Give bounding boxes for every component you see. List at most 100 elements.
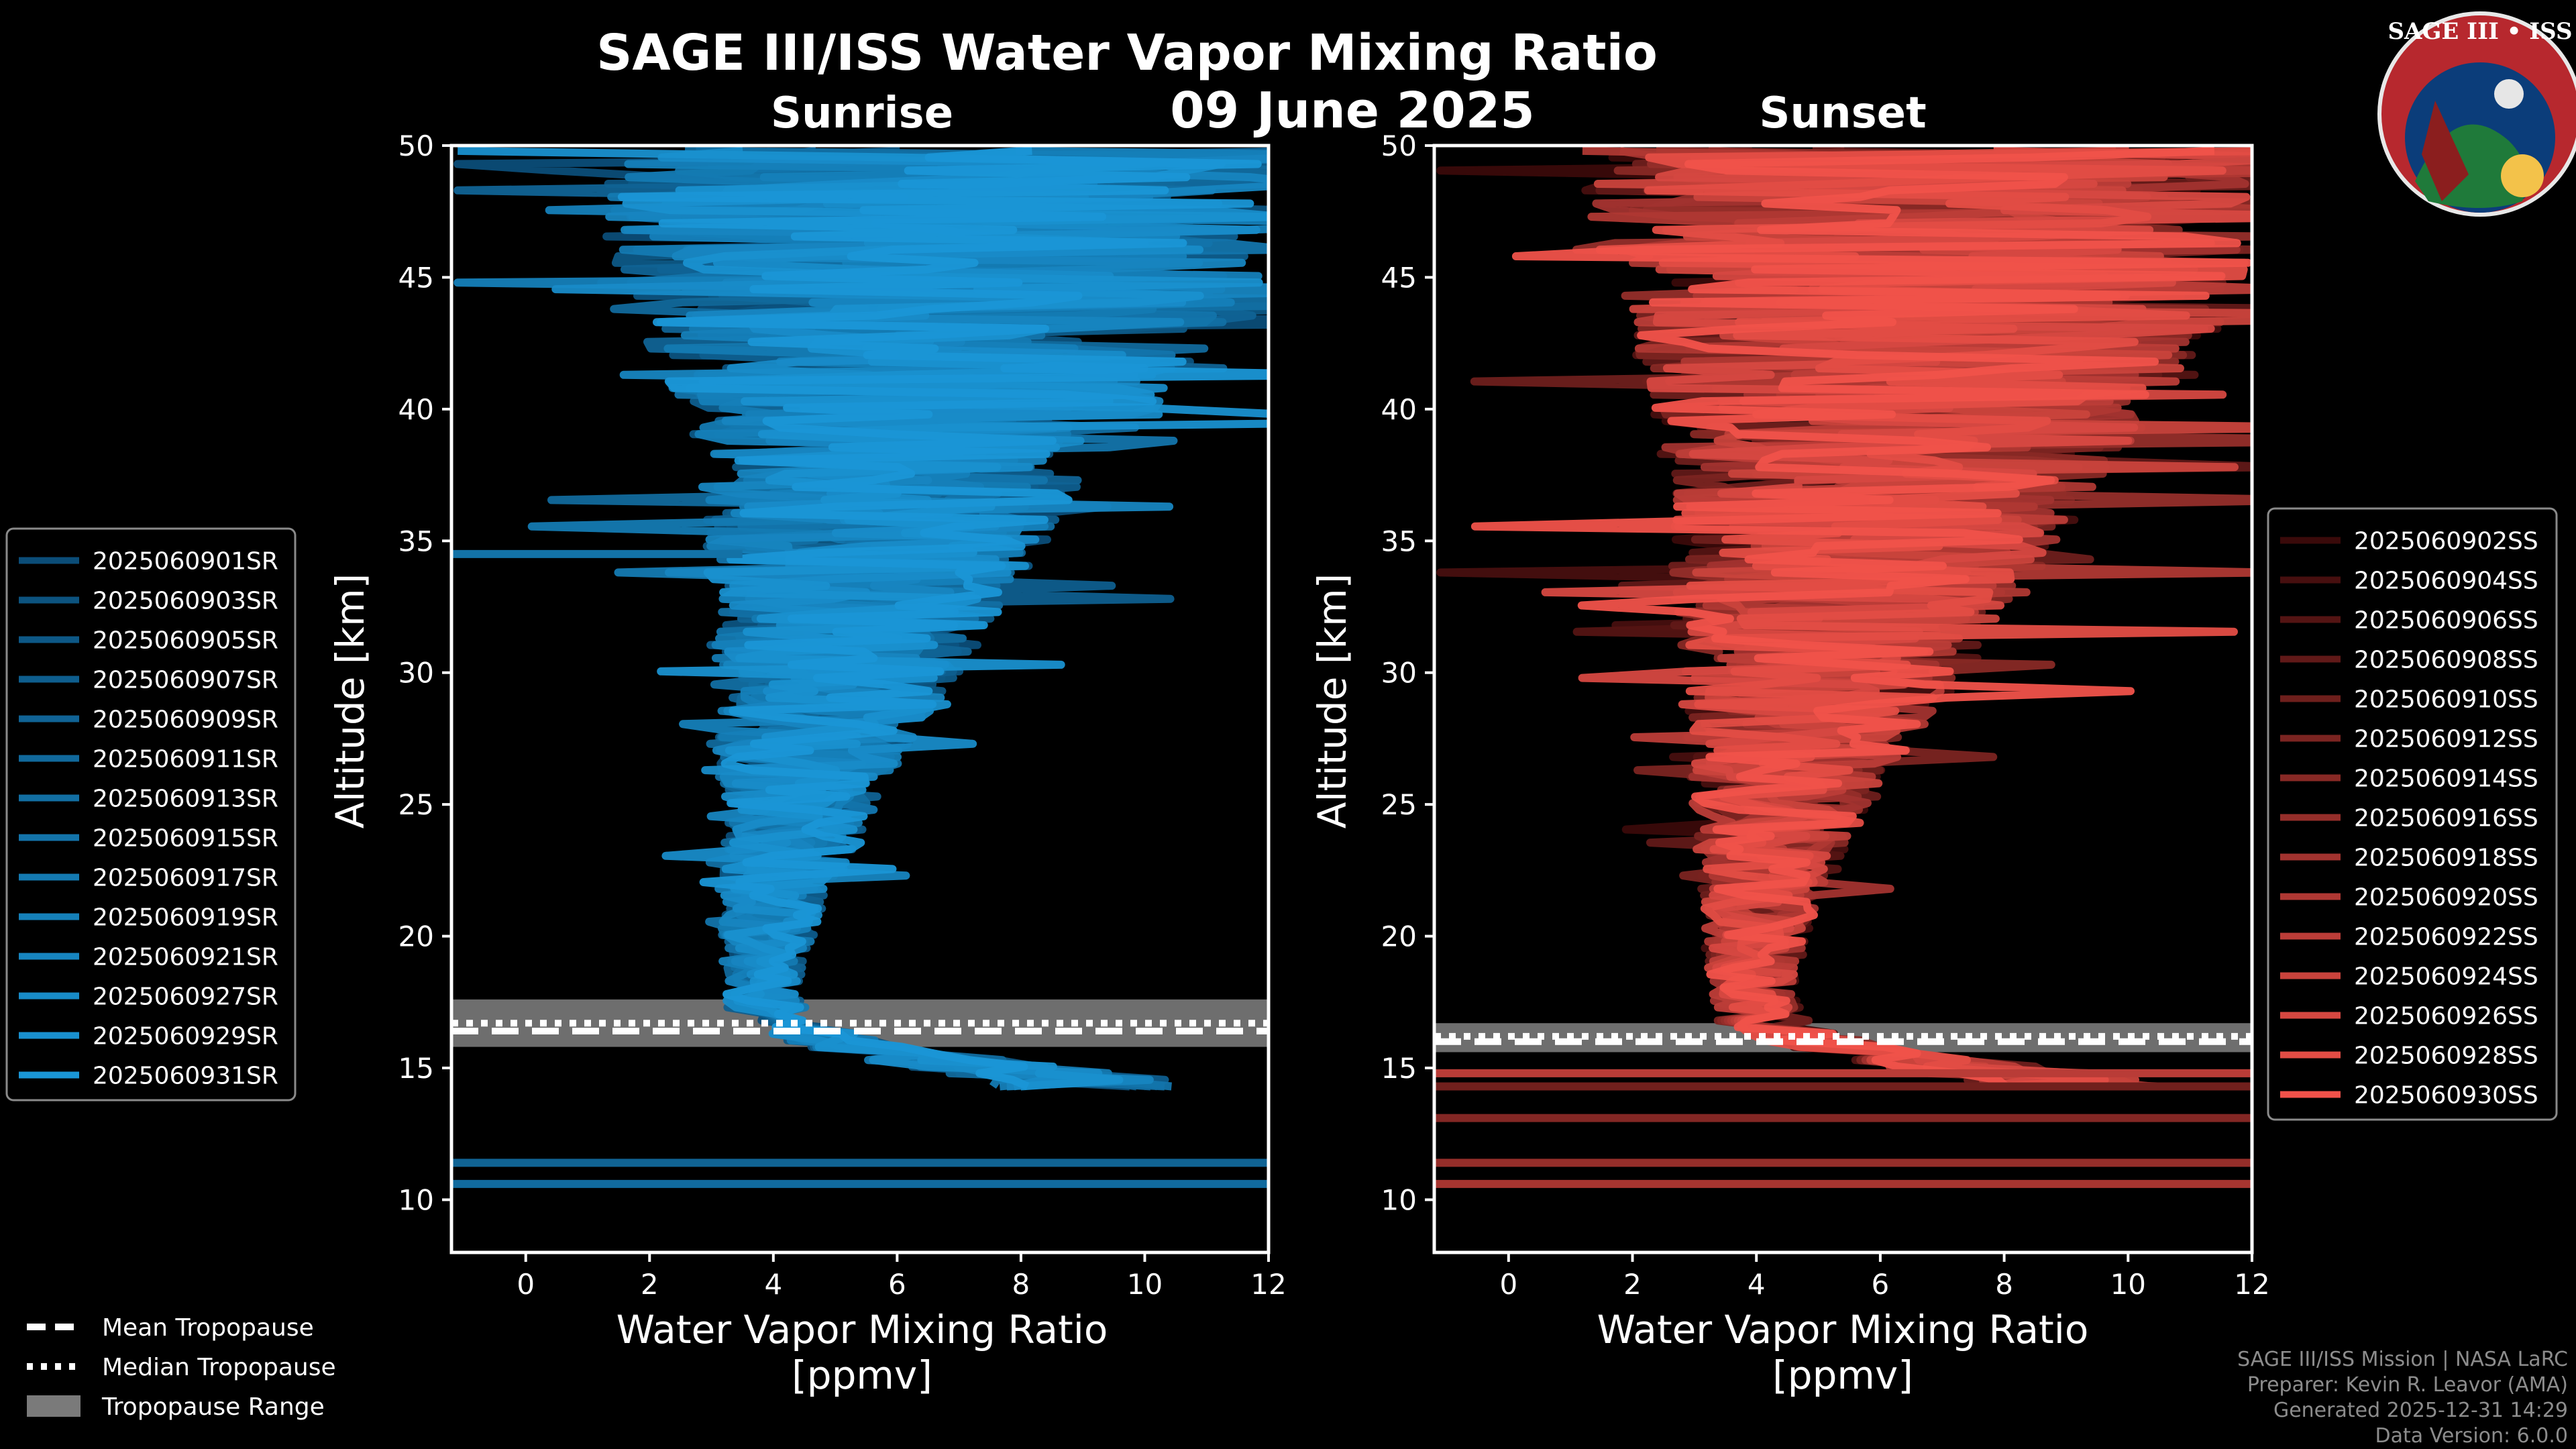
sunset-plot-area [1434, 146, 2252, 1188]
y-tick-label: 25 [1381, 788, 1417, 821]
y-tick-label: 20 [398, 920, 434, 953]
x-tick-label: 8 [1995, 1268, 2013, 1301]
legend-entry-2025060904SS: 2025060904SS [2354, 568, 2538, 595]
sunrise-ylabel: Altitude [km] [327, 574, 373, 828]
y-tick-label: 20 [1381, 920, 1417, 953]
legend-entry-2025060910SS: 2025060910SS [2354, 686, 2538, 714]
y-tick-label: 30 [398, 657, 434, 690]
legend-entry-2025060924SS: 2025060924SS [2354, 963, 2538, 991]
y-tick-label: 40 [398, 393, 434, 426]
plot-clip-group [1434, 146, 2252, 1188]
x-tick-label: 4 [1748, 1268, 1766, 1301]
y-tick-label: 25 [398, 788, 434, 821]
sunset-legend: 2025060902SS 2025060904SS 2025060906SS 2025… [2267, 507, 2558, 1121]
legend-entry-2025060913SR: 2025060913SR [93, 786, 278, 813]
x-tick-label: 4 [764, 1268, 782, 1301]
x-tick-label: 8 [1012, 1268, 1030, 1301]
y-tick-label: 35 [1381, 525, 1417, 557]
y-tick-label: 15 [1381, 1052, 1417, 1085]
legend-entry-2025060922SS: 2025060922SS [2354, 924, 2538, 951]
logo-sun-icon [2501, 154, 2544, 197]
legend-entry-2025060907SR: 2025060907SR [93, 667, 278, 694]
x-tick-label: 0 [1499, 1268, 1517, 1301]
xlabel-line: [ppmv] [1772, 1352, 1913, 1398]
legend-entry-2025060909SR: 2025060909SR [93, 706, 278, 734]
figure-title: SAGE III/ISS Water Vapor Mixing Ratio [596, 24, 1658, 82]
legend-entry-2025060926SS: 2025060926SS [2354, 1003, 2538, 1030]
x-tick-label: 10 [1127, 1268, 1163, 1301]
sunrise-title: Sunrise [771, 89, 953, 138]
sunset-ylabel: Altitude [km] [1309, 574, 1355, 828]
sunset-panel: Sunset 0 2 4 6 8 10 12 10 15 20 25 30 35 40 45 50 Altit… [1309, 89, 2270, 1398]
y-tick-label: 45 [398, 261, 434, 294]
credits: SAGE III/ISS Mission | NASA LaRC Prepare… [2237, 1348, 2568, 1448]
profile-line-2025060931SR [617, 146, 1269, 1091]
sunrise-legend: 2025060901SR 2025060903SR 2025060905SR 2025… [5, 527, 297, 1102]
x-tick-label: 10 [2110, 1268, 2146, 1301]
sunset-axes: 0 2 4 6 8 10 12 10 15 20 25 30 35 40 45 50 [1381, 129, 2270, 1301]
sage-iii-iss-logo: SAGE III • ISS [2377, 11, 2576, 217]
x-tick-label: 6 [888, 1268, 906, 1301]
sunrise-axes: 0 2 4 6 8 10 12 10 15 20 25 30 35 40 45 50 [398, 129, 1287, 1301]
tropopause-legend-label: Median Tropopause [102, 1354, 336, 1381]
legend-entry-2025060915SR: 2025060915SR [93, 825, 278, 853]
legend-entry-2025060919SR: 2025060919SR [93, 904, 278, 932]
sunrise-plot-area [451, 146, 1269, 1188]
tropopause-legend: Mean Tropopause Median Tropopause Tropopau… [27, 1314, 336, 1421]
x-tick-label: 6 [1872, 1268, 1890, 1301]
legend-entry-2025060908SS: 2025060908SS [2354, 647, 2538, 674]
legend-entry-2025060902SS: 2025060902SS [2354, 528, 2538, 555]
credit-line: Data Version: 6.0.0 [2375, 1424, 2568, 1448]
legend-entry-2025060931SR: 2025060931SR [93, 1063, 278, 1090]
legend-entry-2025060905SR: 2025060905SR [93, 627, 278, 655]
credit-line: Preparer: Kevin R. Leavor (AMA) [2247, 1373, 2568, 1397]
y-tick-label: 30 [1381, 657, 1417, 690]
credit-line: Generated 2025-12-31 14:29 [2273, 1399, 2568, 1422]
x-tick-label: 0 [517, 1268, 535, 1301]
x-tick-label: 12 [1250, 1268, 1286, 1301]
y-tick-label: 40 [1381, 393, 1417, 426]
xlabel-line: Water Vapor Mixing Ratio [616, 1307, 1108, 1352]
x-tick-label: 2 [641, 1268, 659, 1301]
legend-tropopause-range-swatch [27, 1395, 80, 1417]
x-tick-label: 12 [2234, 1268, 2269, 1301]
xlabel-line: Water Vapor Mixing Ratio [1597, 1307, 2089, 1352]
legend-entry-2025060903SR: 2025060903SR [93, 588, 278, 615]
legend-entry-2025060928SS: 2025060928SS [2354, 1042, 2538, 1070]
legend-entry-2025060927SR: 2025060927SR [93, 983, 278, 1011]
legend-entry-2025060914SS: 2025060914SS [2354, 765, 2538, 793]
axes-frame [1432, 144, 2254, 1254]
axes-frame [449, 144, 1271, 1254]
y-tick-label: 15 [398, 1052, 434, 1085]
legend-entry-2025060917SR: 2025060917SR [93, 865, 278, 892]
legend-entry-2025060918SS: 2025060918SS [2354, 845, 2538, 872]
y-tick-label: 50 [398, 129, 434, 162]
logo-figure-icon [2422, 101, 2469, 201]
plot-clip-group [451, 146, 1269, 1188]
sunrise-panel: Sunrise 0 2 4 6 8 10 12 10 15 20 25 30 35 40 45 50 Alti… [327, 89, 1287, 1398]
sunrise-xlabel: Water Vapor Mixing Ratio [ppmv] [616, 1307, 1108, 1398]
y-tick-label: 50 [1381, 129, 1417, 162]
xlabel-line: [ppmv] [792, 1352, 932, 1398]
legend-entry-2025060912SS: 2025060912SS [2354, 726, 2538, 753]
legend-entry-2025060920SS: 2025060920SS [2354, 884, 2538, 912]
y-tick-label: 10 [398, 1183, 434, 1216]
tropopause-legend-label: Tropopause Range [101, 1393, 325, 1421]
logo-text: SAGE III • ISS [2387, 18, 2572, 45]
legend-entry-2025060916SS: 2025060916SS [2354, 805, 2538, 833]
figure-date: 09 June 2025 [1170, 82, 1535, 140]
y-tick-label: 35 [398, 525, 434, 557]
x-tick-label: 2 [1623, 1268, 1642, 1301]
sunset-title: Sunset [1759, 89, 1926, 138]
tropopause-legend-label: Mean Tropopause [102, 1314, 314, 1342]
legend-entry-2025060929SR: 2025060929SR [93, 1023, 278, 1051]
legend-entry-2025060921SR: 2025060921SR [93, 944, 278, 971]
legend-entry-2025060930SS: 2025060930SS [2354, 1082, 2538, 1110]
credit-line: SAGE III/ISS Mission | NASA LaRC [2237, 1348, 2568, 1371]
y-tick-label: 10 [1381, 1183, 1417, 1216]
y-tick-label: 45 [1381, 261, 1417, 294]
logo-moon-icon [2494, 79, 2524, 109]
legend-entry-2025060901SR: 2025060901SR [93, 548, 278, 576]
sunset-xlabel: Water Vapor Mixing Ratio [ppmv] [1597, 1307, 2089, 1398]
